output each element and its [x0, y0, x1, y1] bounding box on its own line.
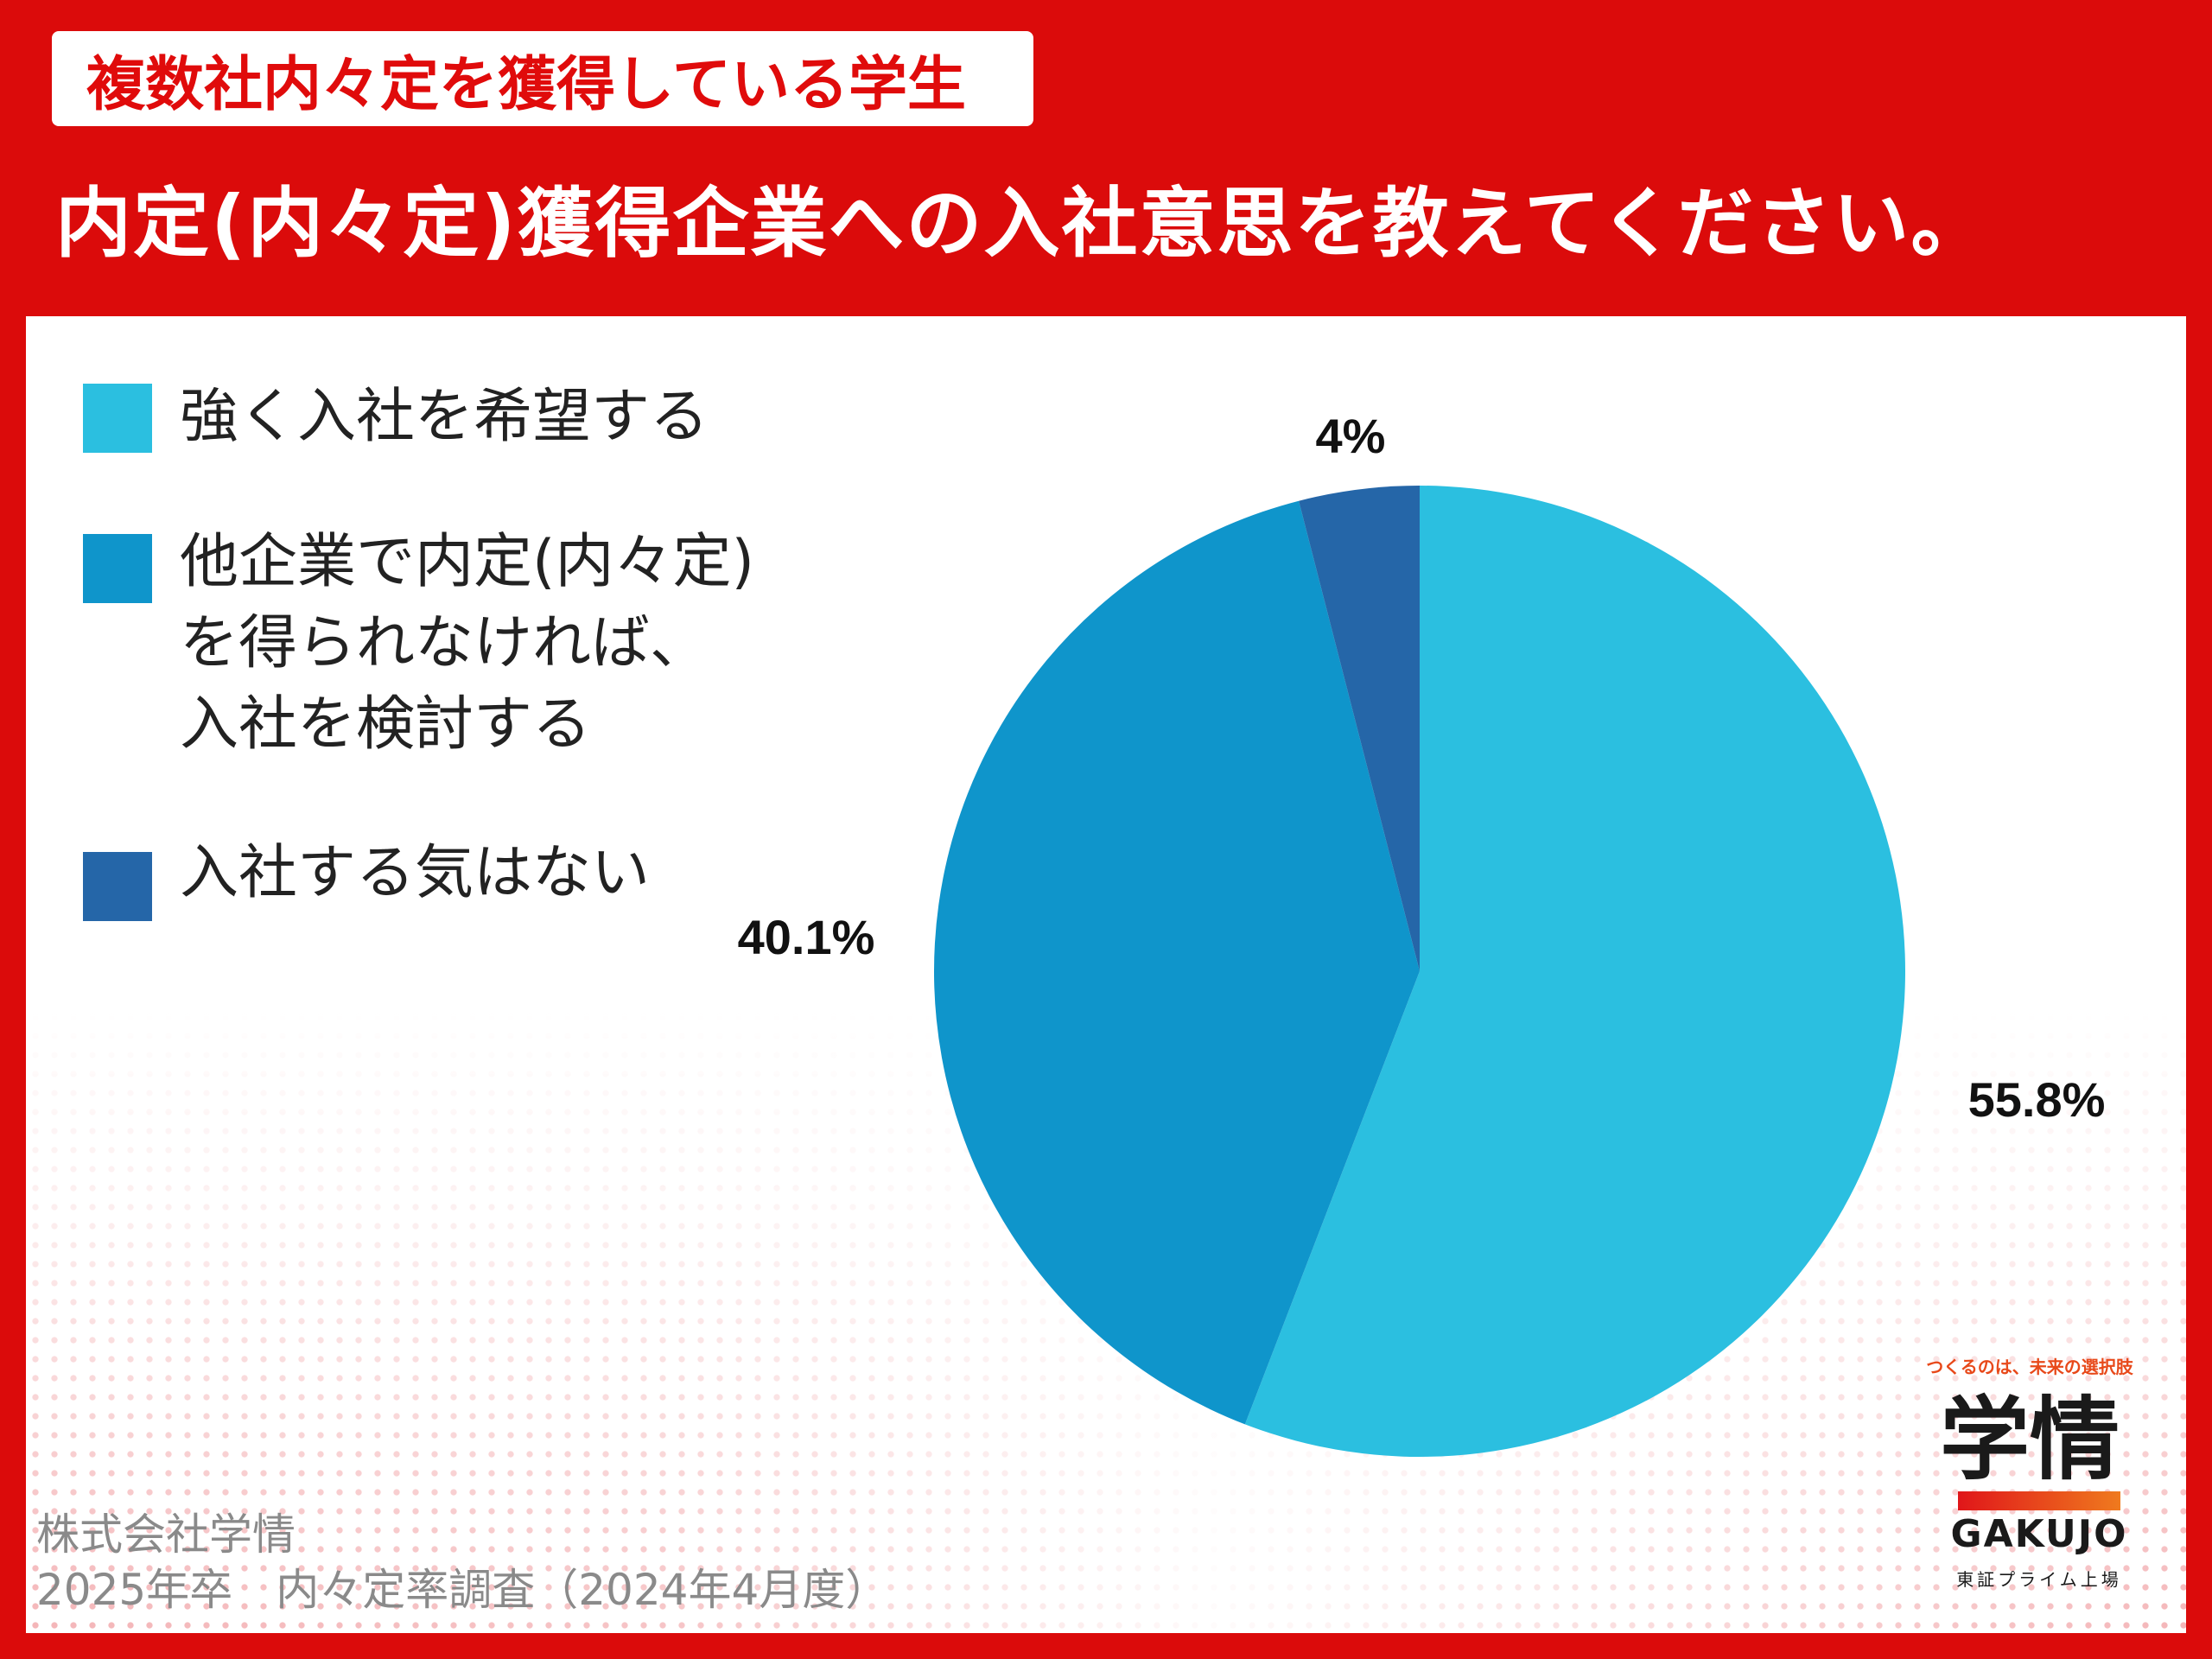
pie-chart: 55.8% 40.1% 4%: [738, 409, 2106, 1457]
pie-slice-0: [1244, 486, 1905, 1457]
legend-label-0: 強く入社を希望する: [180, 383, 709, 451]
legend-swatch-1: [83, 534, 152, 603]
logo-gradient-bar: [1958, 1491, 2120, 1510]
survey-target-tag: 複数社内々定を獲得している学生: [52, 31, 1033, 126]
chart-panel: 強く入社を希望する 他企業で内定(内々定) を得られなければ、 入社を検討する …: [26, 316, 2186, 1633]
legend-swatch-0: [83, 384, 152, 453]
pie-slice-1: [934, 500, 1420, 1425]
footer-survey: 2025年卒 内々定率調査（2024年4月度）: [36, 1565, 889, 1615]
footer-company: 株式会社学情: [36, 1510, 296, 1560]
footer-source: 株式会社学情 2025年卒 内々定率調査（2024年4月度）: [36, 1507, 888, 1618]
pie-value-label-1: 40.1%: [738, 910, 875, 964]
gakujo-logo: つくるのは、未来の選択肢 学情 GAKUJO 東証プライム上場: [1922, 1353, 2138, 1604]
legend-label-1: 他企業で内定(内々定) を得られなければ、 入社を検討する: [180, 528, 755, 759]
question-title: 内定(内々定)獲得企業への入社意思を教えてください。: [55, 179, 1989, 268]
logo-mark: 学情: [1939, 1387, 2120, 1492]
logo-listing: 東証プライム上場: [1956, 1569, 2122, 1590]
legend-swatch-2: [83, 852, 152, 921]
legend-label-2: 入社する気はない: [180, 839, 651, 907]
pie-value-label-2: 4%: [1316, 409, 1386, 463]
logo-tagline: つくるのは、未来の選択肢: [1926, 1357, 2133, 1377]
logo-name: GAKUJO: [1950, 1512, 2128, 1556]
pie-value-label-0: 55.8%: [1968, 1072, 2106, 1127]
pie-slice-2: [1299, 486, 1420, 971]
